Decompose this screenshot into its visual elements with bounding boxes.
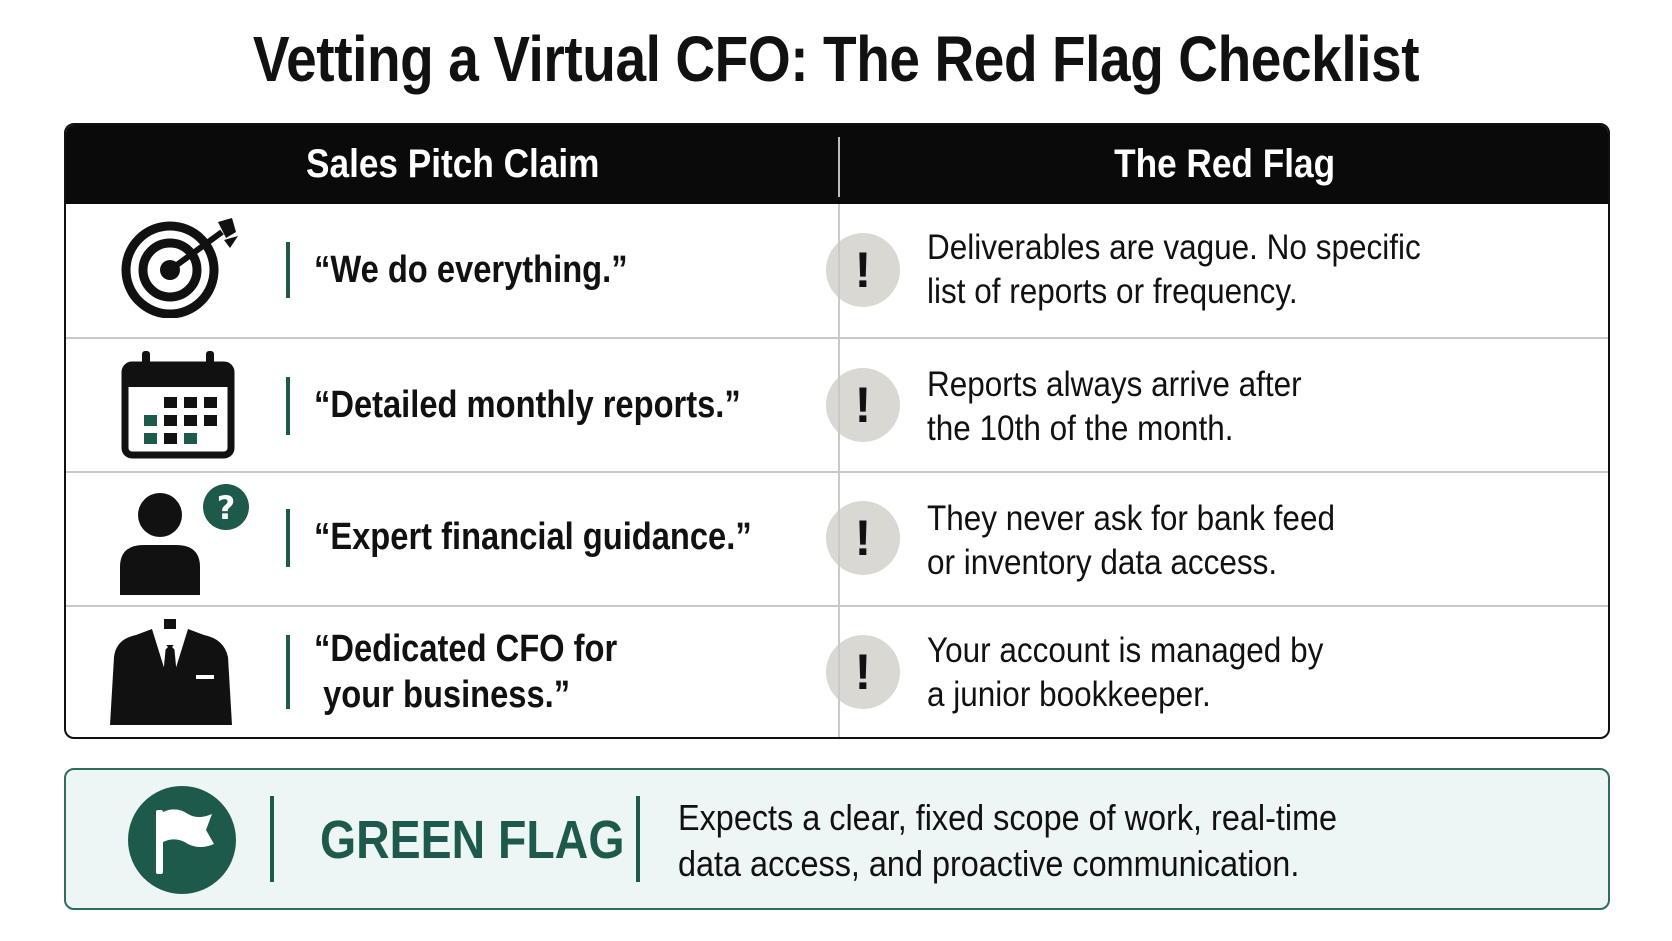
table-row: ? “Expert financial guidance.” ! They ne… <box>66 471 1608 605</box>
column-divider <box>838 204 840 737</box>
green-flag-box: GREEN FLAG Expects a clear, fixed scope … <box>64 768 1610 910</box>
accent-bar <box>286 242 290 298</box>
accent-bar <box>286 377 290 435</box>
red-flag-text-line1: Your account is managed by <box>927 631 1324 670</box>
page-title: Vetting a Virtual CFO: The Red Flag Chec… <box>252 23 1420 95</box>
suit-icon <box>110 619 232 725</box>
column-header-red-flag: The Red Flag <box>1113 142 1335 186</box>
accent-bar <box>636 796 640 882</box>
red-flag-text-line2: a junior bookkeeper. <box>927 675 1211 714</box>
accent-bar <box>286 509 290 567</box>
accent-bar <box>286 635 290 709</box>
calendar-icon <box>121 351 235 459</box>
table-header: Sales Pitch Claim The Red Flag <box>66 125 1608 204</box>
flag-icon <box>128 786 236 894</box>
svg-text:?: ? <box>217 489 236 527</box>
target-icon <box>121 218 238 318</box>
green-flag-text-line1: Expects a clear, fixed scope of work, re… <box>678 797 1338 838</box>
claim-text: “Expert financial guidance.” <box>314 516 752 558</box>
person-question-icon: ? <box>120 484 249 595</box>
green-flag-text-line2: data access, and proactive communication… <box>678 843 1300 884</box>
red-flag-text-line1: Reports always arrive after <box>927 365 1302 404</box>
red-flag-text-line1: They never ask for bank feed <box>927 499 1335 538</box>
red-flag-text-line1: Deliverables are vague. No specific <box>927 228 1421 267</box>
table-row: “Dedicated CFO for your business.” ! You… <box>66 605 1608 737</box>
red-flag-table: Sales Pitch Claim The Red Flag “We do ev… <box>64 123 1610 739</box>
red-flag-text-line2: or inventory data access. <box>927 543 1278 582</box>
red-flag-text-line2: the 10th of the month. <box>927 409 1234 448</box>
table-row: “We do everything.” ! Deliverables are v… <box>66 204 1608 337</box>
table-row: “Detailed monthly reports.” ! Reports al… <box>66 337 1608 471</box>
claim-text-line1: “Dedicated CFO for <box>314 628 618 670</box>
green-flag-label: GREEN FLAG <box>320 810 625 870</box>
claim-text: “We do everything.” <box>314 249 628 291</box>
accent-bar <box>270 796 274 882</box>
header-divider <box>838 137 840 197</box>
claim-text: “Detailed monthly reports.” <box>314 384 741 426</box>
claim-text-line2: your business.” <box>314 674 571 716</box>
red-flag-text-line2: list of reports or frequency. <box>927 272 1298 311</box>
column-header-claim: Sales Pitch Claim <box>305 142 600 186</box>
